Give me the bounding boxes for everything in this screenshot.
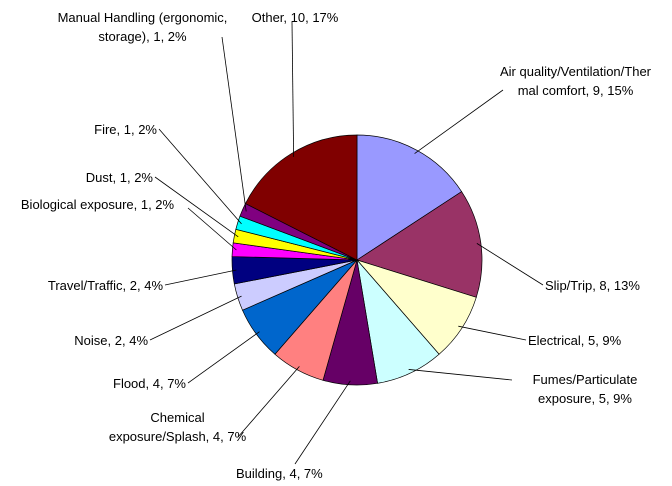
data-label: Dust, 1, 2% xyxy=(85,170,153,185)
leader-line xyxy=(291,21,295,157)
data-label: Electrical, 5, 9% xyxy=(528,333,622,348)
leader-line xyxy=(408,369,513,381)
pie-slice xyxy=(356,191,483,298)
data-label: Slip/Trip, 8, 13% xyxy=(545,278,640,293)
data-label: Noise, 2, 4% xyxy=(74,333,148,348)
data-label: Flood, 4, 7% xyxy=(113,376,186,391)
leader-line xyxy=(458,325,527,341)
leader-line xyxy=(187,331,260,384)
leader-line xyxy=(237,366,300,438)
data-label: Chemical exposure/Splash, 4, 7% xyxy=(108,410,247,444)
leader-line xyxy=(158,128,242,225)
leader-line xyxy=(187,207,237,251)
leader-line xyxy=(149,295,242,341)
data-label: Building, 4, 7% xyxy=(236,466,323,481)
data-label: Fire, 1, 2% xyxy=(94,122,157,137)
leader-line xyxy=(164,269,237,286)
leader-line xyxy=(414,89,504,154)
data-label: Other, 10, 17% xyxy=(251,10,339,25)
data-label: Fumes/Particulate exposure, 5, 9% xyxy=(532,372,638,406)
leader-line xyxy=(294,380,351,465)
data-label: Biological exposure, 1, 2% xyxy=(20,197,175,212)
pie-slice xyxy=(356,134,463,261)
data-label: Air quality/Ventilation/Thermal comfort,… xyxy=(499,64,652,98)
data-label: Manual Handling (ergonomic, storage), 1,… xyxy=(57,10,228,44)
pie-slice xyxy=(244,134,358,261)
leader-line xyxy=(221,36,247,212)
leader-line xyxy=(476,243,544,286)
leader-line xyxy=(154,176,239,238)
data-label: Travel/Traffic, 2, 4% xyxy=(47,278,163,293)
